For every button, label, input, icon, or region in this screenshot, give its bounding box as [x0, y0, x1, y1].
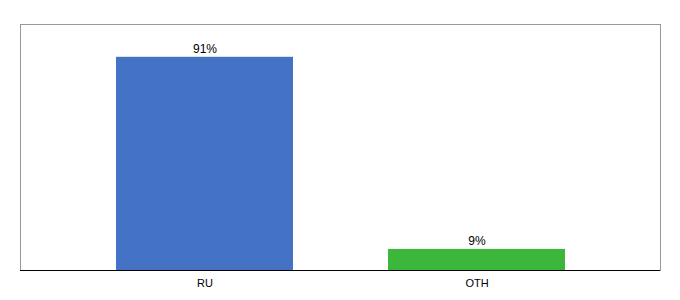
- svg-text:9%: 9%: [468, 234, 486, 248]
- svg-text:91%: 91%: [193, 42, 217, 56]
- svg-text:RU: RU: [197, 277, 213, 289]
- svg-text:OTH: OTH: [465, 277, 488, 289]
